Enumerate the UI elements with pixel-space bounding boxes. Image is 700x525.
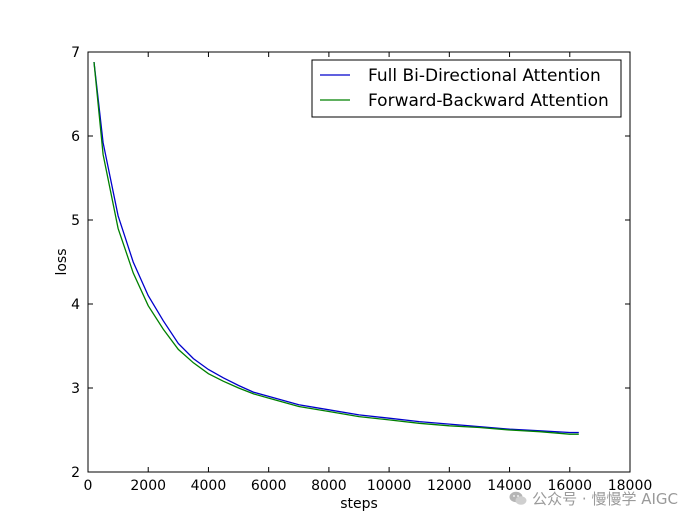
- x-tick-label: 10000: [367, 478, 412, 494]
- x-tick-label: 8000: [311, 478, 347, 494]
- series-line-full-bi-directional-attention: [93, 62, 579, 434]
- y-tick-label: 5: [71, 213, 80, 229]
- y-tick-label: 4: [71, 297, 80, 313]
- x-tick-label: 0: [84, 478, 93, 494]
- y-tick-label: 7: [71, 45, 80, 61]
- y-axis-label: loss: [54, 248, 70, 275]
- y-tick-label: 6: [71, 129, 80, 145]
- plot-frame: [87, 51, 631, 473]
- plot-area: [88, 52, 630, 472]
- legend-label-full-bi-directional: Full Bi-Directional Attention: [368, 66, 601, 86]
- series-line-forward-backward-attention: [93, 62, 579, 435]
- x-tick-label: 6000: [251, 478, 287, 494]
- x-tick-label: 16000: [548, 478, 593, 494]
- y-tick-label: 2: [71, 465, 80, 481]
- legend: Full Bi-Directional Attention Forward-Ba…: [311, 59, 622, 118]
- legend-label-forward-backward: Forward-Backward Attention: [368, 91, 609, 111]
- watermark-text: 公众号 · 慢慢学 AIGC: [532, 490, 678, 508]
- x-tick-label: 12000: [427, 478, 472, 494]
- x-tick-label: 4000: [191, 478, 227, 494]
- watermark: 公众号 · 慢慢学 AIGC: [509, 488, 678, 509]
- series-layer: [93, 62, 579, 435]
- y-tick-label: 3: [71, 381, 80, 397]
- ticks-layer: 0 2000 4000 6000 8000 10000 12000 14000 16000 180…: [71, 45, 652, 494]
- x-tick-label: 2000: [130, 478, 166, 494]
- wechat-icon: [509, 491, 527, 505]
- x-axis-label: steps: [340, 496, 378, 512]
- x-tick-label: 14000: [487, 478, 532, 494]
- x-tick-label: 18000: [608, 478, 653, 494]
- legend-box: [311, 59, 622, 118]
